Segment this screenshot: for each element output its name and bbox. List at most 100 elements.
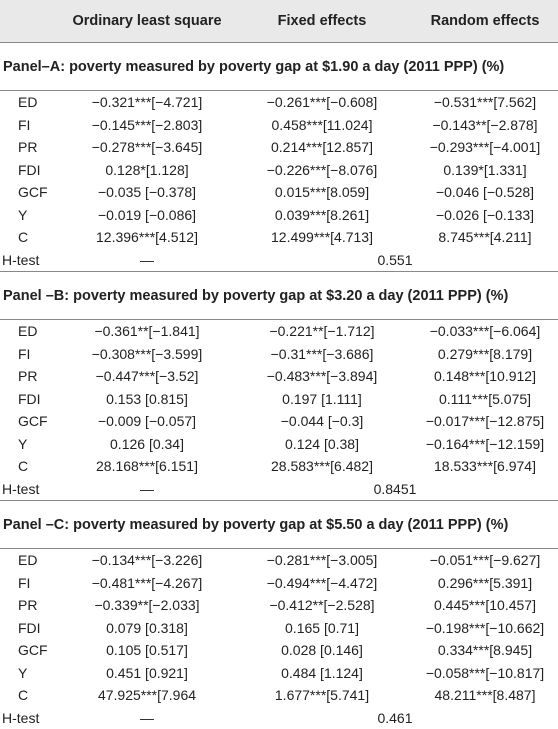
panel-row: Panel –B: poverty measured by poverty ga… (0, 272, 558, 320)
cell: 0.484 [1.124] (232, 662, 412, 685)
cell: −0.164***[−12.159] (412, 433, 558, 456)
column-header: Ordinary least square (62, 0, 232, 43)
cell: 0.445***[10.457] (412, 594, 558, 617)
cell: −0.051***[−9.627] (412, 549, 558, 572)
cell: −0.221**[−1.712] (232, 320, 412, 343)
cell: 1.677***[5.741] (232, 684, 412, 707)
cell: −0.009 [−0.057] (62, 410, 232, 433)
row-label: Y (0, 662, 62, 685)
row-label: FI (0, 114, 62, 137)
row-label: PR (0, 594, 62, 617)
cell: −0.531***[7.562] (412, 91, 558, 114)
cell: −0.019 [−0.086] (62, 204, 232, 227)
cell: 0.015***[8.059] (232, 181, 412, 204)
cell: −0.134***[−3.226] (62, 549, 232, 572)
cell: −0.494***[−4.472] (232, 572, 412, 595)
column-header (0, 0, 62, 43)
row-label: H-test (0, 707, 62, 729)
htest-row: H-test—0.461 (0, 707, 558, 729)
cell: −0.046 [−0.528] (412, 181, 558, 204)
cell: 0.111***[5.075] (412, 388, 558, 411)
cell: 0.461 (232, 707, 558, 729)
cell: 0.197 [1.111] (232, 388, 412, 411)
cell: 0.551 (232, 249, 558, 272)
row-label: C (0, 455, 62, 478)
cell: 0.296***[5.391] (412, 572, 558, 595)
row-label: Y (0, 433, 62, 456)
cell: 0.028 [0.146] (232, 639, 412, 662)
cell: 12.396***[4.512] (62, 226, 232, 249)
row-label: FDI (0, 617, 62, 640)
data-row: FI−0.308***[−3.599]−0.31***[−3.686]0.279… (0, 343, 558, 366)
cell: — (62, 478, 232, 501)
cell: 0.148***[10.912] (412, 365, 558, 388)
row-label: GCF (0, 639, 62, 662)
cell: — (62, 707, 232, 729)
cell: 8.745***[4.211] (412, 226, 558, 249)
cell: 18.533***[6.974] (412, 455, 558, 478)
cell: 47.925***[7.964 (62, 684, 232, 707)
panel-title: Panel –C: poverty measured by poverty ga… (0, 501, 558, 549)
row-label: FDI (0, 159, 62, 182)
row-label: GCF (0, 181, 62, 204)
cell: −0.321***[−4.721] (62, 91, 232, 114)
cell: 48.211***[8.487] (412, 684, 558, 707)
data-row: ED−0.321***[−4.721]−0.261***[−0.608]−0.5… (0, 91, 558, 114)
cell: −0.017***[−12.875] (412, 410, 558, 433)
data-row: PR−0.339**[−2.033]−0.412**[−2.528]0.445*… (0, 594, 558, 617)
row-label: C (0, 226, 62, 249)
cell: −0.481***[−4.267] (62, 572, 232, 595)
cell: — (62, 249, 232, 272)
htest-row: H-test—0.8451 (0, 478, 558, 501)
cell: −0.308***[−3.599] (62, 343, 232, 366)
cell: −0.198***[−10.662] (412, 617, 558, 640)
row-label: GCF (0, 410, 62, 433)
cell: 0.039***[8.261] (232, 204, 412, 227)
column-header: Random effects (412, 0, 558, 43)
cell: −0.278***[−3.645] (62, 136, 232, 159)
panel-title: Panel –B: poverty measured by poverty ga… (0, 272, 558, 320)
cell: 0.214***[12.857] (232, 136, 412, 159)
data-row: Y−0.019 [−0.086]0.039***[8.261]−0.026 [−… (0, 204, 558, 227)
cell: 12.499***[4.713] (232, 226, 412, 249)
cell: −0.058***[−10.817] (412, 662, 558, 685)
cell: 0.279***[8.179] (412, 343, 558, 366)
row-label: PR (0, 365, 62, 388)
cell: −0.412**[−2.528] (232, 594, 412, 617)
data-row: GCF−0.035 [−0.378]0.015***[8.059]−0.046 … (0, 181, 558, 204)
row-label: FDI (0, 388, 62, 411)
panel-title: Panel–A: poverty measured by poverty gap… (0, 43, 558, 91)
cell: −0.261***[−0.608] (232, 91, 412, 114)
data-row: FI−0.481***[−4.267]−0.494***[−4.472]0.29… (0, 572, 558, 595)
cell: −0.281***[−3.005] (232, 549, 412, 572)
row-label: ED (0, 549, 62, 572)
cell: −0.31***[−3.686] (232, 343, 412, 366)
cell: 0.458***[11.024] (232, 114, 412, 137)
row-label: C (0, 684, 62, 707)
column-header: Fixed effects (232, 0, 412, 43)
cell: −0.035 [−0.378] (62, 181, 232, 204)
data-row: FI−0.145***[−2.803]0.458***[11.024]−0.14… (0, 114, 558, 137)
cell: 0.165 [0.71] (232, 617, 412, 640)
cell: 28.168***[6.151] (62, 455, 232, 478)
panel-row: Panel –C: poverty measured by poverty ga… (0, 501, 558, 549)
data-row: ED−0.361**[−1.841]−0.221**[−1.712]−0.033… (0, 320, 558, 343)
data-row: GCF−0.009 [−0.057]−0.044 [−0.3]−0.017***… (0, 410, 558, 433)
cell: −0.033***[−6.064] (412, 320, 558, 343)
row-label: H-test (0, 249, 62, 272)
row-label: PR (0, 136, 62, 159)
cell: 0.8451 (232, 478, 558, 501)
cell: 0.128*[1.128] (62, 159, 232, 182)
cell: −0.483***[−3.894] (232, 365, 412, 388)
table-body: Panel–A: poverty measured by poverty gap… (0, 43, 558, 729)
